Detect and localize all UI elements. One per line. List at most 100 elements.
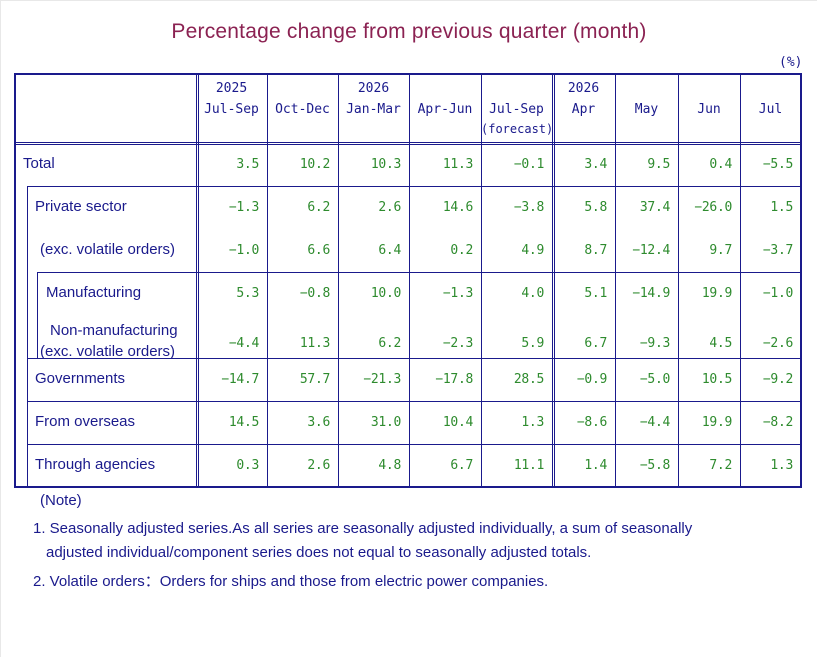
row-label: Total: [23, 155, 55, 172]
col-header: Apr-Jun: [409, 78, 481, 120]
col-separator: [267, 74, 268, 487]
table-cell: 1.3: [521, 415, 544, 430]
col-header-year: [481, 78, 552, 99]
col-header-label: Jul-Sep: [489, 102, 544, 117]
table-cell: −1.3: [442, 286, 473, 301]
indent-rule: [27, 186, 28, 487]
col-header-label: Jul: [758, 102, 783, 117]
table-cell: 11.1: [513, 458, 544, 473]
col-header-year: 2026: [567, 81, 600, 96]
col-header-year: 2025: [215, 81, 248, 96]
table-cell: −2.3: [442, 336, 473, 351]
table-cell: −8.2: [762, 415, 793, 430]
row-rule: [27, 186, 801, 187]
col-header: May: [615, 78, 678, 120]
table-cell: 6.7: [450, 458, 473, 473]
col-header: Jul-Sep (forecast): [481, 78, 554, 138]
table-cell: 0.2: [450, 243, 473, 258]
table-cell: 2.6: [378, 200, 401, 215]
col-separator: [552, 74, 553, 487]
table-cell: 4.5: [709, 336, 732, 351]
col-header-note: (forecast): [481, 122, 554, 136]
col-header-year: [615, 78, 678, 99]
row-label-line: Non-manufacturing: [50, 322, 178, 339]
table-cell: 4.9: [521, 243, 544, 258]
table-cell: −12.4: [632, 243, 670, 258]
table-cell: 6.6: [307, 243, 330, 258]
table-cell: −17.8: [435, 372, 473, 387]
table-cell: 5.9: [521, 336, 544, 351]
table-cell: 37.4: [639, 200, 670, 215]
table-cell: 10.0: [370, 286, 401, 301]
note-2: 2. Volatile orders：Orders for ships and …: [33, 573, 549, 590]
col-header-label: Jul-Sep: [204, 102, 259, 117]
table-cell: −3.8: [513, 200, 544, 215]
table-cell: −4.4: [639, 415, 670, 430]
table-cell: −9.3: [639, 336, 670, 351]
table-cell: −21.3: [363, 372, 401, 387]
col-separator: [338, 74, 339, 487]
col-separator: [615, 74, 616, 487]
table-cell: −8.6: [576, 415, 607, 430]
table-cell: 4.8: [378, 458, 401, 473]
table-cell: 10.2: [299, 157, 330, 172]
header-rule-top: [15, 142, 801, 143]
col-header-label: Jan-Mar: [346, 102, 401, 117]
row-label: Manufacturing: [46, 284, 142, 301]
table-cell: 11.3: [299, 336, 330, 351]
table-cell: 3.5: [236, 157, 259, 172]
table-cell: 4.0: [521, 286, 544, 301]
page-title: Percentage change from previous quarter …: [171, 20, 647, 43]
table-cell: −1.3: [228, 200, 259, 215]
table-cell: −0.1: [513, 157, 544, 172]
table-cell: −5.8: [639, 458, 670, 473]
col-header-year: [678, 78, 740, 99]
col-header-label: Apr-Jun: [417, 102, 473, 117]
col-header-year: 2026: [357, 81, 390, 96]
col-separator-double: [554, 74, 555, 487]
table-cell: 31.0: [370, 415, 401, 430]
table-cell: 1.5: [770, 200, 793, 215]
table-cell: 2.6: [307, 458, 330, 473]
col-header: 2025 Jul-Sep: [196, 78, 267, 120]
col-header-year: [409, 78, 481, 99]
row-rule: [37, 272, 801, 273]
col-header: Jul: [740, 78, 801, 120]
table-cell: 8.7: [584, 243, 607, 258]
col-separator-double: [198, 74, 199, 487]
col-separator: [740, 74, 741, 487]
col-separator: [678, 74, 679, 487]
note-1-line-2: adjusted individual/component series doe…: [46, 544, 592, 561]
table-cell: 19.9: [701, 286, 732, 301]
col-header-year: [267, 78, 338, 99]
col-separator: [409, 74, 410, 487]
table-cell: 10.4: [442, 415, 473, 430]
table-cell: 28.5: [513, 372, 544, 387]
header-rule-bottom: [15, 144, 801, 145]
table-cell: −0.9: [576, 372, 607, 387]
col-header-label: Oct-Dec: [275, 102, 330, 117]
note-1-line-1: 1. Seasonally adjusted series.As all ser…: [33, 520, 693, 537]
table-cell: 3.4: [584, 157, 607, 172]
col-header: Jun: [678, 78, 740, 120]
col-separator: [481, 74, 482, 487]
row-rule: [27, 444, 801, 445]
row-label-line: (exc. volatile orders): [40, 343, 176, 360]
table-cell: 1.3: [770, 458, 793, 473]
col-header: Oct-Dec: [267, 78, 338, 120]
col-header: 2026 Apr: [552, 78, 615, 120]
table-cell: −0.8: [299, 286, 330, 301]
table-cell: −26.0: [694, 200, 732, 215]
table-cell: 0.4: [709, 157, 732, 172]
table-cell: 14.6: [442, 200, 473, 215]
table-cell: −14.7: [221, 372, 259, 387]
table-cell: 1.4: [584, 458, 607, 473]
col-separator: [196, 74, 197, 487]
row-label: Private sector: [35, 198, 127, 215]
notes-heading: (Note): [40, 492, 82, 509]
table-cell: 0.3: [236, 458, 259, 473]
table-cell: 6.2: [307, 200, 330, 215]
table-cell: 10.5: [701, 372, 732, 387]
table-cell: 11.3: [442, 157, 473, 172]
row-label: Through agencies: [35, 456, 156, 473]
